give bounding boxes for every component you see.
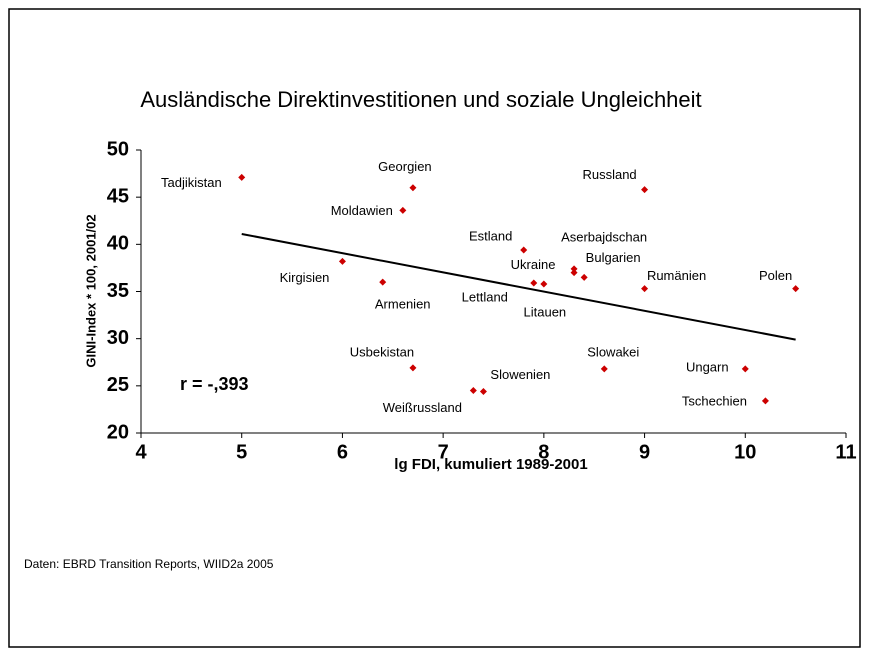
- point: [379, 278, 387, 286]
- point: [792, 285, 800, 293]
- point: [338, 257, 346, 265]
- chart-title: Ausländische Direktinvestitionen und soz…: [140, 87, 701, 112]
- y-tick-label: 25: [107, 374, 129, 396]
- y-tick-label: 40: [107, 233, 129, 255]
- x-tick-label: 4: [135, 441, 147, 463]
- point-label: Aserbajdschan: [561, 229, 647, 244]
- point: [399, 206, 407, 214]
- point-label: Slowakei: [587, 344, 639, 359]
- y-tick-label: 45: [107, 185, 129, 207]
- source-note: Daten: EBRD Transition Reports, WIID2a 2…: [24, 557, 274, 571]
- point-label: Slowenien: [490, 367, 550, 382]
- point-label: Estland: [469, 228, 512, 243]
- y-tick-label: 20: [107, 421, 129, 443]
- point-label: Lettland: [462, 289, 508, 304]
- frame: [8, 8, 861, 648]
- point-label: Litauen: [524, 304, 567, 319]
- point-label: Usbekistan: [350, 344, 414, 359]
- x-tick-label: 6: [337, 441, 348, 463]
- point: [641, 186, 649, 194]
- x-tick-label: 9: [639, 441, 650, 463]
- point: [238, 173, 246, 181]
- point-label: Ukraine: [511, 257, 556, 272]
- point: [600, 365, 608, 373]
- x-tick-label: 8: [538, 441, 549, 463]
- y-tick-label: 30: [107, 327, 129, 349]
- point: [479, 387, 487, 395]
- point: [580, 273, 588, 281]
- point: [570, 269, 578, 277]
- y-tick-label: 50: [107, 138, 129, 160]
- point: [761, 397, 769, 405]
- point-label: Ungarn: [686, 359, 729, 374]
- point-label: Tschechien: [682, 393, 747, 408]
- point: [570, 265, 578, 273]
- point: [741, 365, 749, 373]
- point-label: Polen: [759, 268, 792, 283]
- point-label: Moldawien: [331, 203, 393, 218]
- annotation: r = -,393: [180, 374, 249, 394]
- point-label: Bulgarien: [586, 250, 641, 265]
- x-axis-label: lg FDI, kumuliert 1989-2001: [394, 456, 587, 473]
- point-label: Georgien: [378, 159, 431, 174]
- x-tick-label: 5: [236, 441, 247, 463]
- x-tick-label: 11: [835, 441, 856, 463]
- point-label: Weißrussland: [383, 400, 462, 415]
- point: [540, 280, 548, 288]
- point: [409, 364, 417, 372]
- y-axis-label: GINI-Index * 100, 2001/02: [83, 214, 98, 367]
- point: [469, 387, 477, 395]
- point: [530, 279, 538, 287]
- point-label: Tadjikistan: [161, 175, 222, 190]
- point-label: Armenien: [375, 297, 431, 312]
- point-label: Rumänien: [647, 268, 706, 283]
- point: [409, 184, 417, 192]
- point: [641, 285, 649, 293]
- y-tick-label: 35: [107, 280, 129, 302]
- point-label: Russland: [582, 167, 636, 182]
- point-label: Kirgisien: [280, 270, 330, 285]
- trend-line: [241, 232, 796, 341]
- x-tick-label: 10: [734, 441, 756, 463]
- x-tick-label: 7: [438, 441, 449, 463]
- point: [520, 246, 528, 254]
